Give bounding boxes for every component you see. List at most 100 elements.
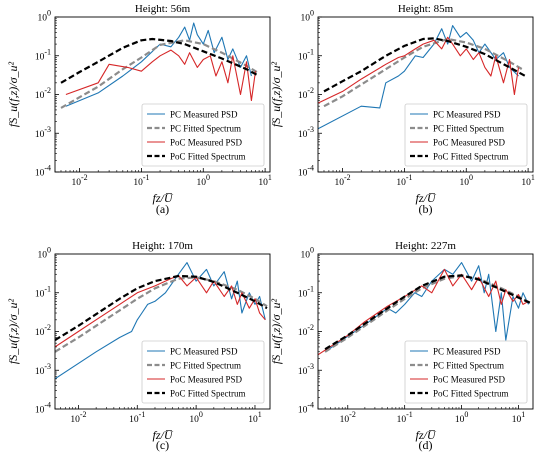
chart-title: Height: 56m <box>135 3 191 15</box>
y-tick-label: 100 <box>301 9 315 24</box>
legend-label: PC Fitted Spectrum <box>433 361 504 371</box>
chart-title: Height: 170m <box>132 240 193 252</box>
series-group <box>55 262 268 380</box>
series-line-poc-measured <box>318 36 520 104</box>
x-tick-label: 10-2 <box>340 410 356 425</box>
chart-panel-c: Height: 170m 10-4 10-3 10-2 10-1 100 10-2 10-1 1… <box>6 240 271 452</box>
x-axis-label: fz/U̅ <box>415 191 436 205</box>
x-axis-label: fz/U̅ <box>415 428 436 442</box>
series-line-pc-fitted <box>323 37 523 108</box>
panel-label: (c) <box>156 438 169 452</box>
legend-label: PC Fitted Spectrum <box>433 124 504 134</box>
legend-label: PoC Fitted Spectrum <box>170 152 246 162</box>
series-line-pc-measured <box>55 262 266 380</box>
series-line-poc-fitted <box>323 37 526 93</box>
y-tick-label: 10-4 <box>298 401 314 416</box>
series-line-pc-measured <box>318 25 519 130</box>
legend-label: PC Measured PSD <box>433 110 501 120</box>
series-line-pc-measured <box>65 22 252 107</box>
x-tick-label: 100 <box>455 410 469 425</box>
x-axis-label: fz/U̅ <box>152 191 173 205</box>
series-line-poc-fitted <box>55 274 268 342</box>
legend-label: PoC Fitted Spectrum <box>170 389 246 399</box>
x-tick-label: 10-1 <box>133 173 149 188</box>
y-axis-label: fS_u(f,z)/σ_u² <box>269 299 283 365</box>
chart-panel-b: Height: 85m 10-4 10-3 10-2 10-1 100 10-2 10-1 10… <box>269 3 535 216</box>
panel-label: (d) <box>419 438 433 452</box>
legend-box <box>404 103 528 167</box>
plot-frame <box>317 253 534 410</box>
y-tick-label: 10-1 <box>35 284 51 299</box>
legend-label: PoC Measured PSD <box>433 138 506 148</box>
y-axis-label: fS_u(f,z)/σ_u² <box>6 299 20 365</box>
y-tick-label: 10-2 <box>298 323 314 338</box>
chart-panel-a: Height: 56m 10-4 10-3 10-2 10-1 100 10-2 10-1 10… <box>6 3 272 216</box>
chart-title: Height: 227m <box>395 240 456 252</box>
chart-title: Height: 85m <box>398 3 454 15</box>
y-tick-label: 10-4 <box>298 164 314 179</box>
legend-label: PoC Measured PSD <box>170 138 243 148</box>
plot-frame <box>54 253 271 410</box>
y-tick-label: 10-3 <box>35 362 51 377</box>
y-tick-label: 100 <box>38 9 52 24</box>
plot-frame <box>54 16 271 173</box>
series-line-pc-measured <box>324 262 529 353</box>
y-tick-label: 10-4 <box>35 401 51 416</box>
y-tick-label: 10-2 <box>35 86 51 101</box>
x-tick-label: 101 <box>258 173 272 188</box>
legend-label: PoC Fitted Spectrum <box>433 152 509 162</box>
x-tick-label: 10-1 <box>396 173 412 188</box>
y-tick-label: 10-1 <box>35 47 51 62</box>
legend-label: PoC Fitted Spectrum <box>433 389 509 399</box>
series-line-poc-fitted <box>324 274 531 351</box>
series-line-poc-measured <box>318 268 529 356</box>
series-line-pc-fitted <box>55 276 268 353</box>
panel-label: (a) <box>156 202 169 216</box>
y-tick-label: 10-3 <box>35 125 51 140</box>
y-tick-label: 10-3 <box>298 125 314 140</box>
chart-panel-d: Height: 227m 10-4 10-3 10-2 10-1 100 10-2 10-1 1… <box>269 240 534 452</box>
series-group <box>60 22 260 109</box>
y-tick-label: 10-4 <box>35 164 51 179</box>
x-axis-label: fz/U̅ <box>152 428 173 442</box>
y-axis-label: fS_u(f,z)/σ_u² <box>6 62 20 128</box>
legend-label: PC Measured PSD <box>433 347 501 357</box>
y-tick-label: 10-1 <box>298 47 314 62</box>
legend-label: PC Measured PSD <box>170 347 238 357</box>
legend-label: PC Fitted Spectrum <box>170 124 241 134</box>
y-tick-label: 100 <box>301 246 315 261</box>
panel-label: (b) <box>419 202 433 216</box>
series-group <box>318 25 526 130</box>
x-tick-label: 10-2 <box>72 173 88 188</box>
legend-label: PC Fitted Spectrum <box>170 361 241 371</box>
plot-frame <box>317 16 534 173</box>
x-tick-label: 10-2 <box>335 173 351 188</box>
x-tick-label: 100 <box>197 173 211 188</box>
x-tick-label: 100 <box>460 173 474 188</box>
legend-box <box>141 103 265 167</box>
series-group <box>318 262 531 356</box>
series-line-pc-fitted <box>60 39 260 109</box>
legend-label: PoC Measured PSD <box>433 375 506 385</box>
y-tick-label: 10-2 <box>298 86 314 101</box>
y-tick-label: 100 <box>38 246 52 261</box>
y-axis-label: fS_u(f,z)/σ_u² <box>269 62 283 128</box>
legend-label: PC Measured PSD <box>170 110 238 120</box>
x-tick-label: 10-2 <box>70 410 86 425</box>
x-tick-label: 101 <box>248 410 262 425</box>
legend-box <box>404 340 528 404</box>
legend-label: PoC Measured PSD <box>170 375 243 385</box>
y-tick-label: 10-2 <box>35 323 51 338</box>
x-tick-label: 100 <box>189 410 203 425</box>
y-tick-label: 10-1 <box>298 284 314 299</box>
x-tick-label: 10-1 <box>397 410 413 425</box>
x-tick-label: 101 <box>521 173 535 188</box>
series-line-pc-fitted <box>324 274 531 353</box>
series-line-poc-fitted <box>60 37 260 84</box>
y-tick-label: 10-3 <box>298 362 314 377</box>
series-line-poc-measured <box>65 49 257 102</box>
legend-box <box>141 340 265 404</box>
x-tick-label: 10-1 <box>129 410 145 425</box>
x-tick-label: 101 <box>512 410 526 425</box>
